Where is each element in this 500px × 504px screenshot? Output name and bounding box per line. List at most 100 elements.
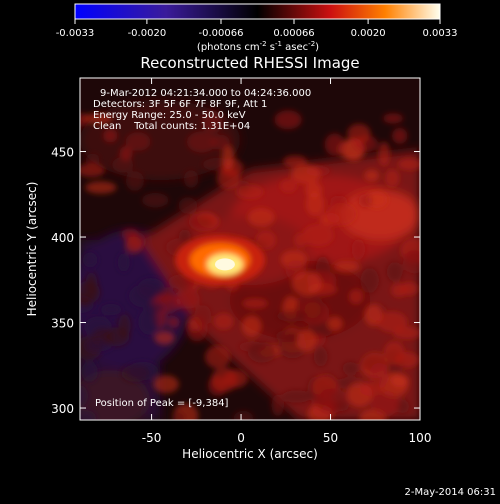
heatmap-cell [276, 310, 308, 322]
heatmap-cell [324, 133, 345, 156]
heatmap-cell [291, 271, 322, 296]
heatmap-cell [290, 164, 321, 184]
heatmap-cell [392, 127, 408, 144]
heatmap-cell [83, 113, 113, 124]
heatmap-cell [154, 330, 175, 345]
heatmap-cell [141, 192, 169, 208]
heatmap-cell [351, 239, 366, 260]
heatmap-cell [347, 123, 371, 144]
heatmap-cell [171, 410, 186, 420]
peak-position-label: Position of Peak = [-9,384] [95, 398, 229, 409]
colorbar-gradient [74, 3, 441, 20]
footer-date: 2-May-2014 06:31 [404, 487, 496, 498]
heatmap-cell [305, 192, 325, 217]
heatmap-cell [364, 169, 380, 182]
heatmap-cell [283, 155, 307, 168]
heatmap-cell [233, 410, 254, 420]
colorbar-tick-label: -0.0033 [56, 28, 95, 39]
heatmap-cell [342, 361, 359, 375]
heatmap-cell [128, 284, 159, 308]
heatmap-cell [85, 271, 98, 298]
heatmap-cell [175, 289, 200, 309]
heatmap-cell [315, 388, 348, 414]
heatmap-cell [103, 128, 118, 143]
annotation-energy-range: Energy Range: 25.0 - 50.0 keV [93, 110, 246, 121]
heatmap-cell [167, 316, 180, 329]
heatmap-cell [384, 169, 400, 188]
heatmap-cell [327, 316, 343, 331]
y-tick-label: 400 [51, 231, 74, 245]
annotation-clean-counts: Clean Total counts: 1.31E+04 [93, 121, 250, 132]
heatmap-cell [333, 260, 360, 273]
heatmap-cell [391, 374, 409, 388]
colorbar: -0.0033 -0.0020 -0.00066 0.00066 0.0020 0.003… [56, 3, 458, 53]
x-tick-label: 0 [237, 431, 245, 445]
heatmap-cell [395, 352, 419, 368]
heatmap-cell [80, 385, 89, 407]
x-tick-label: 100 [409, 431, 432, 445]
y-axis-label: Heliocentric Y (arcsec) [25, 182, 39, 317]
heatmap-cell [313, 346, 328, 367]
heatmap-cell [293, 232, 308, 248]
heatmap-cell [255, 230, 276, 250]
heatmap-cell [80, 163, 105, 178]
heatmap-cell [236, 184, 264, 200]
heatmap-cell [85, 153, 100, 165]
heatmap-cell [271, 394, 285, 417]
heatmap-cell [247, 208, 275, 227]
heatmap-cell [383, 113, 404, 124]
heatmap-cell [124, 236, 143, 254]
heatmap-cell [178, 229, 191, 243]
heatmap-cell [369, 362, 389, 389]
heatmap-cell [296, 329, 317, 352]
heatmap-cell [242, 298, 268, 309]
heatmap-cell [80, 409, 97, 420]
heatmap-cell [397, 158, 420, 171]
colorbar-tick-label: 0.0033 [423, 28, 458, 39]
y-tick-label: 300 [51, 402, 74, 416]
heatmap-cell [183, 169, 199, 189]
heatmap-cell [202, 110, 223, 134]
heatmap-cell [153, 375, 179, 394]
heatmap-cell [370, 390, 400, 417]
heatmap-cell [117, 253, 130, 272]
x-tick-label: -50 [142, 431, 162, 445]
heatmap-cell [125, 132, 151, 152]
chart-title: Reconstructed RHESSI Image [140, 54, 359, 72]
colorbar-tick-label: 0.0020 [351, 28, 386, 39]
colorbar-tick-label: -0.00066 [199, 28, 244, 39]
heatmap-cell [213, 313, 234, 330]
heatmap-cell [85, 181, 117, 194]
heatmap-cell [241, 315, 262, 337]
heatmap-cell [281, 389, 312, 403]
heatmap-cell [210, 134, 230, 150]
heatmap-cell [378, 141, 391, 167]
heatmap-cell [143, 303, 165, 314]
colorbar-tick-label: -0.0020 [128, 28, 167, 39]
heatmap-cell [211, 367, 238, 392]
heatmap-cell [391, 283, 407, 298]
heatmap-cell [358, 194, 373, 208]
heatmap-cell [85, 340, 112, 352]
heatmap-cell [125, 170, 145, 192]
heatmap-cell [360, 267, 380, 294]
annotation-time-range: 9-Mar-2012 04:21:34.000 to 04:24:36.000 [100, 88, 311, 99]
heatmap-cell [81, 361, 99, 383]
heatmap-cell [221, 144, 235, 170]
heatmap-cell [188, 216, 213, 229]
heatmap-cell [119, 146, 133, 161]
heatmap-cell [168, 274, 195, 289]
heatmap-cell [82, 252, 98, 268]
heatmap-cell [103, 327, 130, 347]
plot-frame [79, 77, 421, 421]
heatmap-cell [326, 202, 357, 226]
heatmap-cell [121, 228, 139, 241]
heatmap-cell [302, 224, 334, 247]
colorbar-unit: (photons cm-2 s-1 asec-2) [197, 40, 319, 53]
heatmap-cell [216, 167, 241, 190]
heatmap-cell [274, 110, 302, 130]
y-tick-label: 350 [51, 317, 74, 331]
heatmap-cell [126, 361, 159, 381]
heatmap-cell [348, 289, 364, 305]
